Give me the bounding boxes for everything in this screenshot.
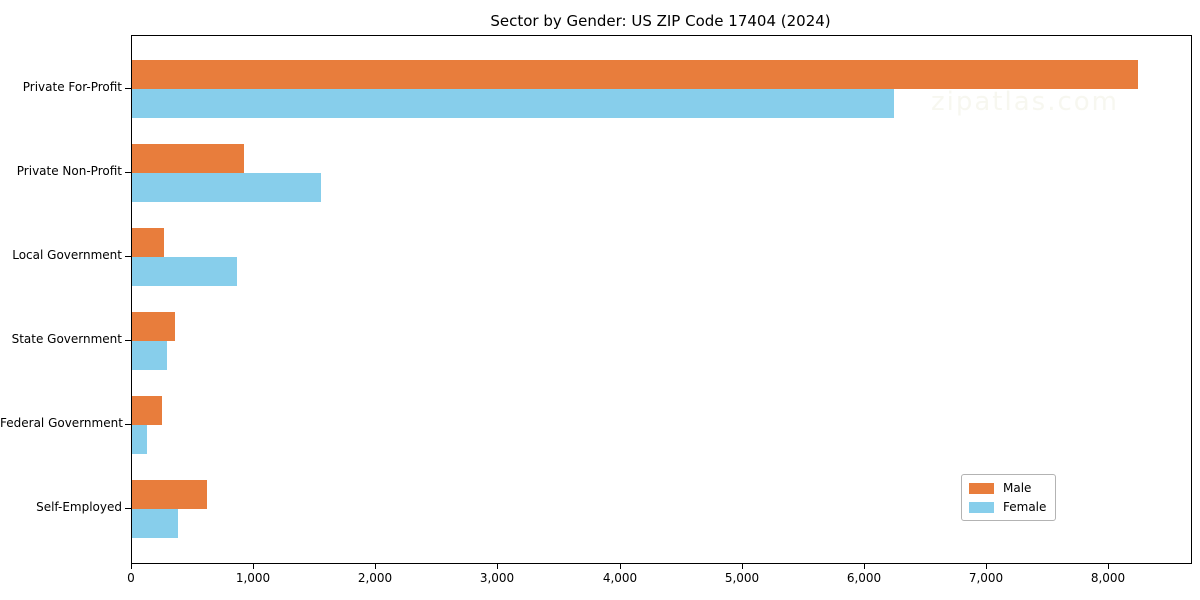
x-tick-label: 5,000	[724, 571, 760, 585]
y-tick-mark	[125, 340, 131, 341]
bar-male	[132, 228, 164, 257]
x-tick-label: 7,000	[968, 571, 1004, 585]
legend: Male Female	[961, 474, 1057, 521]
plot-area: zipatlas.com	[131, 35, 1192, 564]
legend-entry: Female	[969, 500, 1046, 514]
x-tick-mark	[497, 564, 498, 569]
bar-male	[132, 144, 244, 173]
bar-male	[132, 396, 162, 425]
x-tick-label: 0	[127, 571, 135, 585]
x-tick-mark	[131, 564, 132, 569]
watermark: zipatlas.com	[931, 87, 1119, 117]
y-tick-mark	[125, 256, 131, 257]
y-tick-label: Self-Employed	[36, 500, 122, 514]
bar-female	[132, 89, 894, 118]
y-tick-mark	[125, 172, 131, 173]
x-tick-label: 3,000	[479, 571, 515, 585]
x-tick-mark	[742, 564, 743, 569]
bar-female	[132, 509, 178, 538]
legend-label: Female	[1003, 500, 1047, 514]
y-tick-label: State Government	[11, 332, 122, 346]
x-tick-mark	[253, 564, 254, 569]
bar-male	[132, 312, 175, 341]
bar-female	[132, 257, 237, 286]
bar-male	[132, 60, 1138, 89]
x-tick-label: 4,000	[602, 571, 638, 585]
x-tick-mark	[620, 564, 621, 569]
x-tick-mark	[1108, 564, 1109, 569]
y-tick-mark	[125, 88, 131, 89]
bar-female	[132, 425, 147, 454]
x-tick-mark	[864, 564, 865, 569]
legend-entry: Male	[969, 481, 1046, 495]
y-tick-label: Local Government	[12, 248, 122, 262]
y-tick-mark	[125, 508, 131, 509]
bar-female	[132, 173, 321, 202]
x-tick-mark	[986, 564, 987, 569]
y-tick-label: Federal Government	[0, 416, 123, 430]
x-tick-mark	[375, 564, 376, 569]
x-tick-label: 1,000	[235, 571, 271, 585]
legend-swatch-male	[969, 482, 994, 494]
y-tick-label: Private Non-Profit	[16, 164, 122, 178]
x-tick-label: 2,000	[357, 571, 393, 585]
bar-female	[132, 341, 167, 370]
y-tick-label: Private For-Profit	[22, 80, 122, 94]
y-tick-mark	[125, 424, 131, 425]
x-tick-label: 8,000	[1090, 571, 1126, 585]
legend-swatch-female	[969, 501, 994, 513]
chart-title: Sector by Gender: US ZIP Code 17404 (202…	[490, 12, 831, 30]
legend-label: Male	[1003, 481, 1032, 495]
bar-male	[132, 480, 207, 509]
x-tick-label: 6,000	[846, 571, 882, 585]
